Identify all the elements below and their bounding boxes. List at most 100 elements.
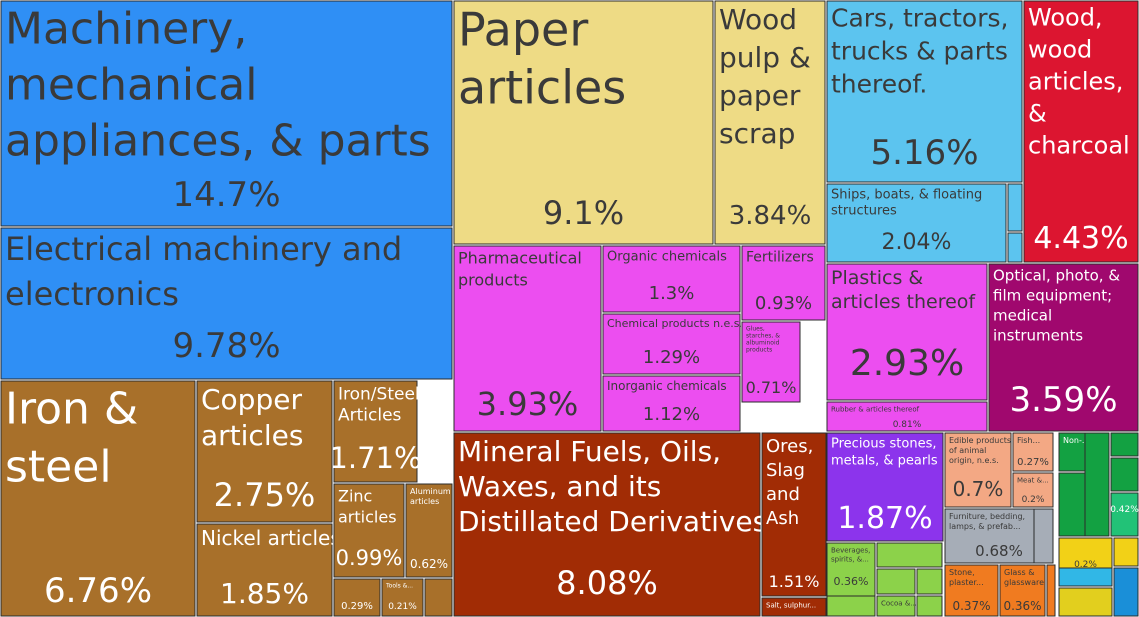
tile-rect: [944, 432, 1012, 508]
tools-tile-9[interactable]: Tools &... 0.21%: [381, 578, 424, 617]
tile-rect: [761, 597, 827, 617]
tile-rect: [1058, 567, 1113, 587]
mineral-fuels-oils-waxes-and-its-distillated-derivatives-tile-27[interactable]: Mineral Fuels, Oils,Waxes, and itsDistil…: [453, 432, 767, 617]
tile-label-line: scrap: [719, 117, 795, 150]
pharmaceutical-products-tile-18[interactable]: Pharmaceutical products 3.93%: [453, 245, 602, 432]
unlabeled-tile-8[interactable]: 0.29%: [333, 578, 381, 617]
tile-value: 0.81%: [893, 420, 922, 430]
unlabeled-tile-10[interactable]: [424, 578, 453, 617]
unlabeled-tile-49[interactable]: [1110, 432, 1139, 457]
tile-label-line: Organic chemicals: [607, 250, 727, 265]
tile-label-line: Ash: [766, 508, 799, 529]
tile-label-line: articles: [410, 497, 439, 506]
tile-rect: [1110, 492, 1139, 537]
tile-label-line: glassware: [1004, 578, 1044, 587]
tile-rect: [1110, 432, 1139, 457]
tile-label-line: articles,: [1028, 68, 1123, 96]
tile-label-line: metals, & pearls: [831, 454, 938, 469]
wood-pulp-paper-scrap-tile-12[interactable]: Wood pulp & paper scrap 3.84%: [714, 0, 826, 245]
tile-rect: [826, 0, 1023, 183]
unlabeled-tile-55[interactable]: [1113, 567, 1139, 617]
cocoa-tile-43[interactable]: Cocoa &...: [876, 595, 917, 617]
tile-label-line: Precious stones,: [831, 437, 937, 452]
tile-rect: [876, 595, 916, 617]
unlabeled-tile-45[interactable]: [826, 595, 876, 617]
tile-value: 5.16%: [870, 133, 978, 173]
tile-label-line: Zinc: [338, 486, 372, 505]
unlabeled-tile-53[interactable]: [1113, 537, 1139, 567]
tile-label-line: Aluminum: [410, 487, 451, 496]
tile-value: 2.04%: [882, 230, 952, 255]
glass-glassware-tile-37[interactable]: Glass &glassware 0.36%: [999, 564, 1046, 617]
unlabeled-tile-56[interactable]: [1058, 567, 1113, 587]
tile-label-line: Glues,: [746, 325, 765, 332]
fertilizers-tile-22[interactable]: Fertilizers 0.93%: [741, 245, 826, 321]
tile-value: 14.7%: [172, 175, 280, 215]
tile-label-line: medical: [993, 307, 1052, 325]
unlabeled-tile-15[interactable]: [1007, 183, 1023, 232]
tile-label-line: Waxes, and its: [458, 470, 661, 503]
salt-sulphur-tile-29[interactable]: Salt, sulphur...: [761, 597, 827, 617]
electrical-machinery-and-electronics-tile-1[interactable]: Electrical machinery and electronics 9.78%: [0, 227, 453, 380]
tile-value: 1.3%: [649, 283, 695, 304]
tile-rect: [196, 523, 333, 617]
tile-label-line: Machinery,: [5, 4, 247, 55]
tile-label-line: wood: [1028, 36, 1092, 64]
unlabeled-tile-16[interactable]: [1007, 232, 1023, 263]
tile-label-line: products: [458, 270, 528, 289]
tile-label-line: Glass &: [1004, 568, 1034, 577]
rubber-articles-thereof-tile-25[interactable]: Rubber & articles thereof 0.81%: [826, 401, 988, 432]
cars-tractors-trucks-parts-thereof-tile-13[interactable]: Cars, tractors, trucks & parts thereof. 5.1…: [826, 0, 1023, 183]
tile-label-line: Furniture, bedding,: [949, 512, 1025, 521]
tile-value: 3.59%: [1009, 380, 1117, 420]
tile-label-line: Salt, sulphur...: [766, 601, 816, 609]
nickel-articles-tile-4[interactable]: Nickel articles 1.85%: [196, 523, 341, 617]
unlabeled-tile-48[interactable]: [1084, 432, 1110, 537]
unlabeled-tile-35[interactable]: [1033, 508, 1054, 564]
tile-label-line: Iron &: [5, 384, 138, 435]
unlabeled-tile-41[interactable]: [876, 568, 916, 595]
tile-value: 2.75%: [214, 476, 316, 514]
meat-tile-33[interactable]: Meat &... 0.2%: [1012, 472, 1054, 508]
precious-stones-metals-pearls-tile-30[interactable]: Precious stones, metals, & pearls 1.87%: [826, 432, 944, 542]
tile-label-line: Iron/Steel: [338, 384, 420, 404]
iron-steel-tile-2[interactable]: Iron & steel 6.76%: [0, 380, 196, 617]
unlabeled-tile-38[interactable]: [1046, 564, 1056, 617]
inorganic-chemicals-tile-21[interactable]: Inorganic chemicals 1.12%: [602, 375, 741, 432]
stone-plaster-tile-36[interactable]: Stone,plaster... 0.37%: [944, 564, 999, 617]
tile-label-line: Plastics &: [831, 267, 923, 289]
tile-label-line: Pharmaceutical: [458, 248, 582, 267]
tile-label-line: Chemical products n.e.s.: [607, 317, 743, 330]
fish-tile-32[interactable]: Fish... 0.27%: [1012, 432, 1054, 472]
unlabeled-tile-42[interactable]: [916, 568, 943, 595]
tile-label-line: mechanical: [5, 60, 257, 111]
tile-value: 0.27%: [1017, 457, 1049, 468]
unlabeled-tile-51[interactable]: 0.42%: [1110, 492, 1139, 537]
plastics-articles-thereof-tile-24[interactable]: Plastics &articles thereof 2.93%: [826, 263, 988, 401]
optical-photo-film-equipment-medical-instruments-tile-26[interactable]: Optical, photo, & film equipment; medical i…: [988, 263, 1139, 432]
unlabeled-tile-40[interactable]: [876, 542, 943, 568]
furniture-bedding-lamps-prefab-tile-34[interactable]: Furniture, bedding,lamps, & prefab... 0.6…: [944, 508, 1054, 564]
chemical-products-n-e-s-tile-20[interactable]: Chemical products n.e.s. 1.29%: [602, 313, 743, 375]
zinc-articles-tile-6[interactable]: Zinc articles 0.99%: [333, 483, 405, 578]
tile-label-line: albuminoid: [746, 339, 780, 346]
tile-label-line: Wood,: [1028, 4, 1103, 32]
unlabeled-tile-44[interactable]: [916, 595, 943, 617]
tile-value: 1.85%: [220, 577, 309, 610]
tile-label-line: film equipment;: [993, 287, 1112, 305]
ores-slag-and-ash-tile-28[interactable]: Ores, Slag and Ash 1.51%: [761, 432, 827, 597]
organic-chemicals-tile-19[interactable]: Organic chemicals 1.3%: [602, 245, 741, 313]
wood-wood-articles-charcoal-tile-17[interactable]: Wood, wood articles, & charcoal 4.43%: [1023, 0, 1139, 263]
tile-rect: [876, 568, 916, 595]
unlabeled-tile-50[interactable]: [1110, 457, 1139, 492]
unlabeled-tile-54[interactable]: [1058, 587, 1113, 617]
